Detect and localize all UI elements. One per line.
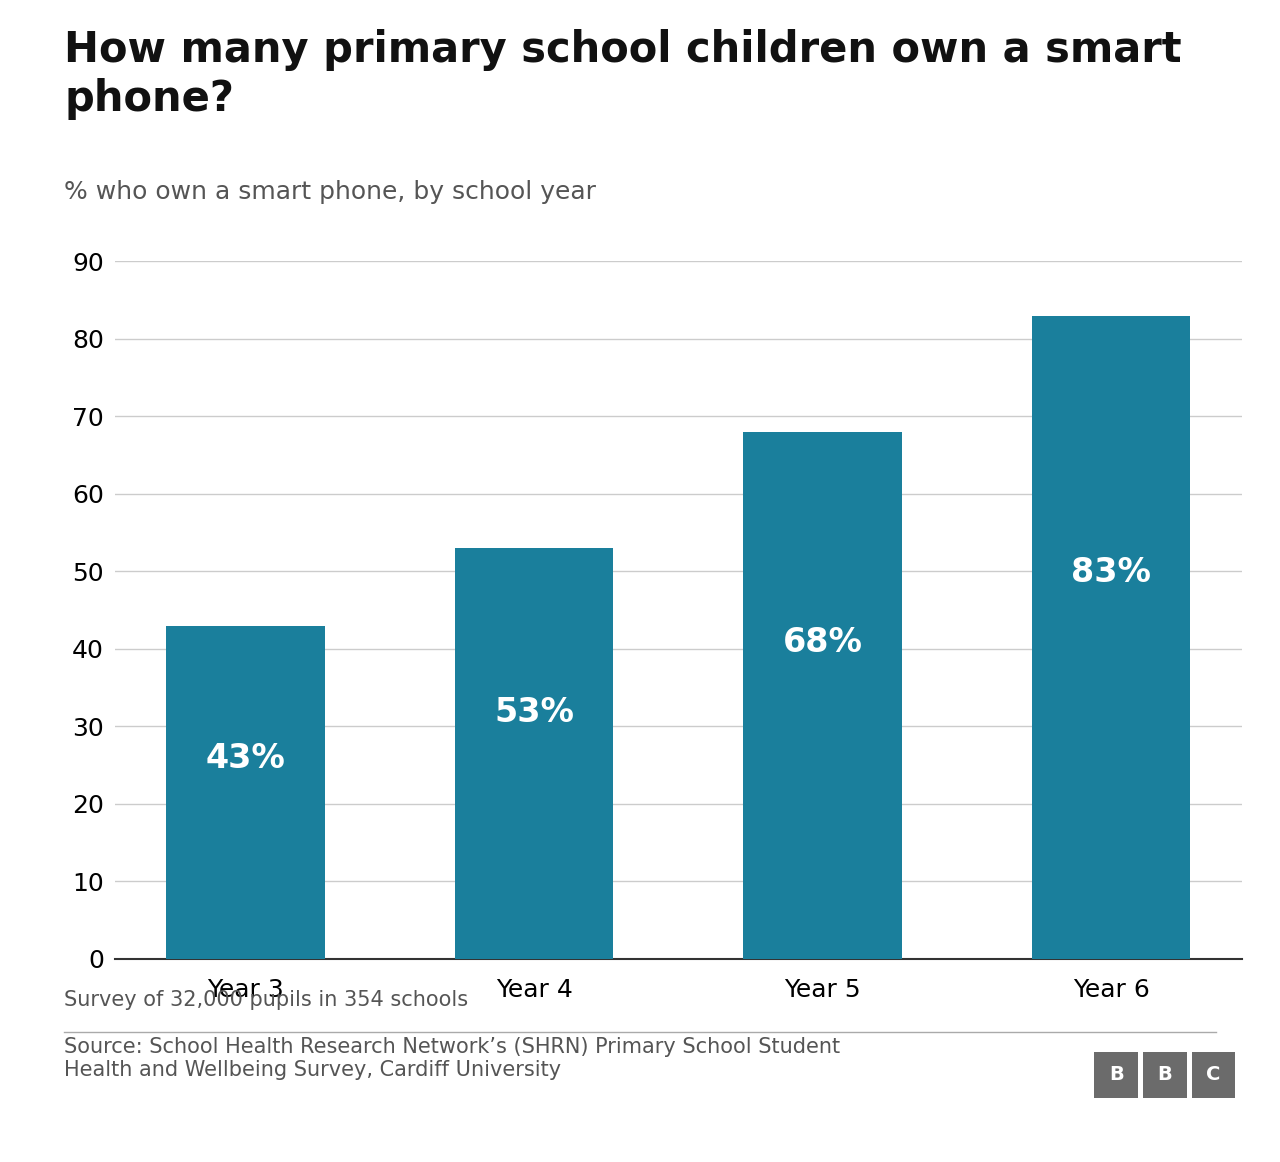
Text: Source: School Health Research Network’s (SHRN) Primary School Student
Health an: Source: School Health Research Network’s…: [64, 1037, 840, 1079]
Text: How many primary school children own a smart
phone?: How many primary school children own a s…: [64, 29, 1181, 120]
Text: 68%: 68%: [782, 626, 863, 659]
Text: Survey of 32,000 pupils in 354 schools: Survey of 32,000 pupils in 354 schools: [64, 990, 468, 1010]
Bar: [166, 625, 325, 959]
Text: B: B: [1108, 1066, 1124, 1084]
Text: 83%: 83%: [1071, 557, 1151, 589]
Text: C: C: [1206, 1066, 1221, 1084]
Text: B: B: [1157, 1066, 1172, 1084]
Text: % who own a smart phone, by school year: % who own a smart phone, by school year: [64, 180, 596, 205]
Text: 53%: 53%: [494, 696, 575, 729]
Bar: [744, 432, 902, 959]
Text: 43%: 43%: [206, 743, 285, 775]
Bar: [454, 548, 613, 959]
Bar: [1032, 316, 1190, 959]
